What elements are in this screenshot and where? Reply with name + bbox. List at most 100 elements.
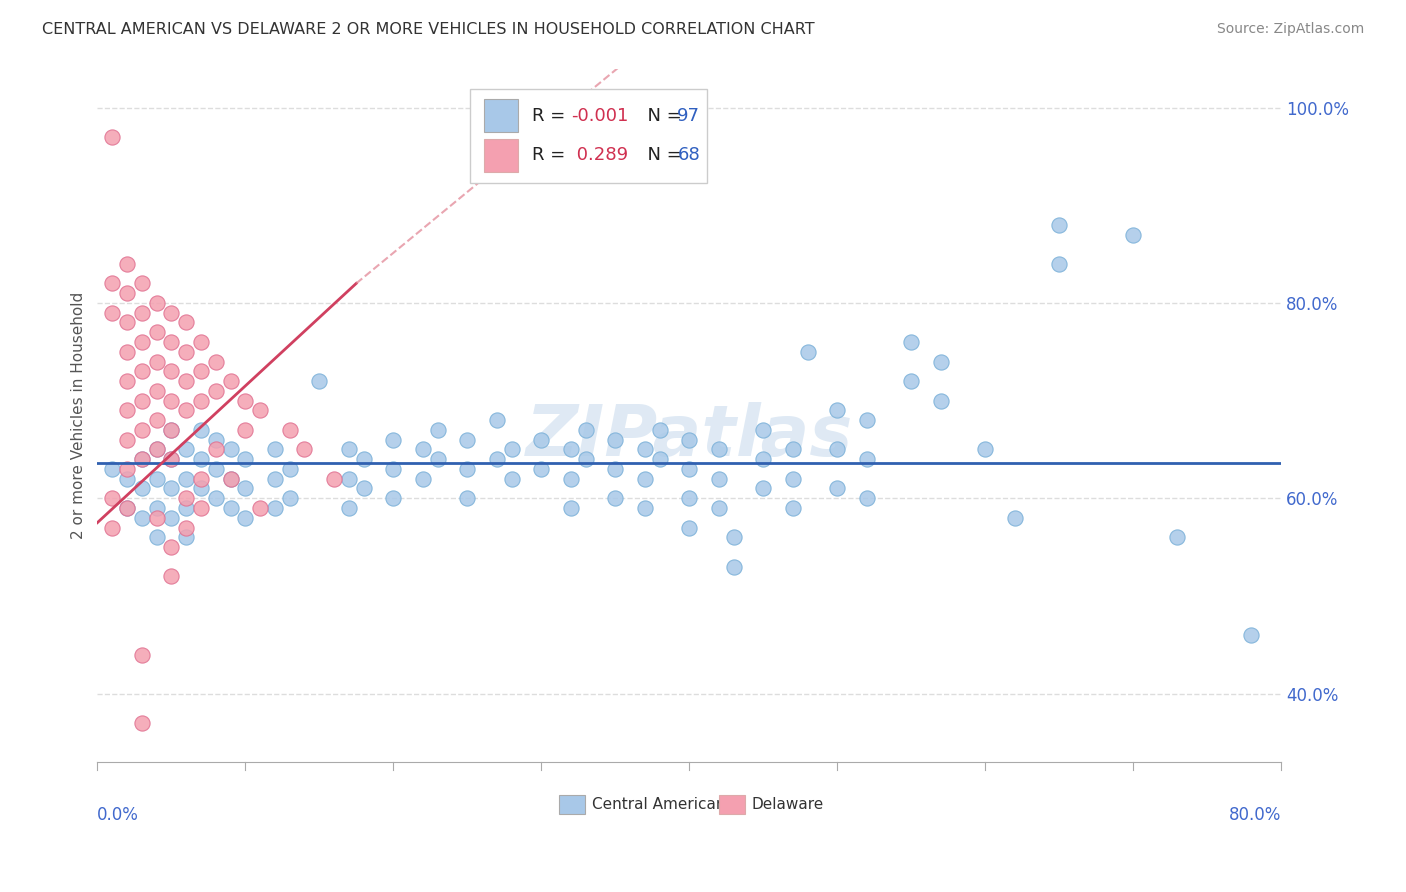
FancyBboxPatch shape — [718, 795, 745, 814]
Point — [131, 482, 153, 496]
Point — [174, 530, 197, 544]
Text: Central Americans: Central Americans — [592, 797, 734, 812]
Point — [145, 530, 167, 544]
Point — [115, 403, 138, 417]
Point — [131, 452, 153, 467]
Point — [412, 472, 434, 486]
Point — [648, 423, 671, 437]
Point — [574, 423, 596, 437]
Point — [560, 442, 582, 457]
Point — [233, 452, 256, 467]
Point — [855, 413, 877, 427]
Point — [782, 472, 804, 486]
Point — [337, 501, 360, 516]
Point — [278, 423, 301, 437]
Point — [233, 510, 256, 524]
Point — [131, 452, 153, 467]
Point — [174, 472, 197, 486]
Point — [278, 462, 301, 476]
Point — [412, 442, 434, 457]
Text: 0.0%: 0.0% — [97, 805, 139, 824]
Point — [160, 569, 183, 583]
Point — [678, 462, 700, 476]
Point — [1047, 257, 1070, 271]
Point — [131, 715, 153, 730]
Point — [219, 501, 242, 516]
Point — [115, 257, 138, 271]
Point — [160, 423, 183, 437]
Point — [353, 482, 375, 496]
Point — [426, 452, 449, 467]
Point — [145, 510, 167, 524]
Point — [382, 462, 405, 476]
Point — [145, 472, 167, 486]
Point — [219, 472, 242, 486]
Point — [204, 462, 226, 476]
Point — [160, 452, 183, 467]
Point — [825, 482, 848, 496]
Point — [190, 334, 212, 349]
Point — [115, 315, 138, 329]
Point — [174, 442, 197, 457]
Point — [825, 442, 848, 457]
Text: R =: R = — [531, 146, 571, 164]
Point — [634, 442, 657, 457]
Point — [115, 462, 138, 476]
Point — [190, 472, 212, 486]
Point — [560, 501, 582, 516]
Point — [752, 452, 775, 467]
Point — [456, 433, 478, 447]
Text: R =: R = — [531, 107, 571, 125]
Point — [1004, 510, 1026, 524]
Point — [264, 472, 287, 486]
Point — [723, 559, 745, 574]
Point — [634, 501, 657, 516]
Point — [101, 520, 124, 534]
FancyBboxPatch shape — [485, 99, 517, 132]
Point — [782, 442, 804, 457]
Point — [752, 482, 775, 496]
Text: CENTRAL AMERICAN VS DELAWARE 2 OR MORE VEHICLES IN HOUSEHOLD CORRELATION CHART: CENTRAL AMERICAN VS DELAWARE 2 OR MORE V… — [42, 22, 815, 37]
Text: 97: 97 — [678, 107, 700, 125]
FancyBboxPatch shape — [560, 795, 585, 814]
Point — [249, 403, 271, 417]
Point — [574, 452, 596, 467]
Text: 80.0%: 80.0% — [1229, 805, 1281, 824]
Point — [308, 374, 330, 388]
Point — [131, 277, 153, 291]
Point — [233, 393, 256, 408]
Point — [501, 472, 523, 486]
Point — [530, 433, 553, 447]
Point — [131, 393, 153, 408]
Point — [174, 315, 197, 329]
Point — [160, 423, 183, 437]
Point — [723, 530, 745, 544]
Point — [145, 501, 167, 516]
Point — [115, 286, 138, 301]
Text: 0.289: 0.289 — [571, 146, 628, 164]
Point — [796, 344, 818, 359]
Point — [707, 442, 730, 457]
Point — [233, 423, 256, 437]
Point — [101, 277, 124, 291]
Point — [1122, 227, 1144, 242]
Point — [501, 442, 523, 457]
Text: 68: 68 — [678, 146, 700, 164]
Point — [485, 413, 508, 427]
Point — [131, 648, 153, 662]
Point — [145, 442, 167, 457]
Point — [131, 334, 153, 349]
Point — [145, 354, 167, 368]
Point — [233, 482, 256, 496]
Point — [929, 354, 952, 368]
FancyBboxPatch shape — [485, 138, 517, 172]
Point — [337, 472, 360, 486]
Point — [678, 520, 700, 534]
Point — [174, 374, 197, 388]
Point — [115, 472, 138, 486]
Point — [160, 364, 183, 378]
Point — [115, 501, 138, 516]
Point — [160, 452, 183, 467]
Point — [204, 433, 226, 447]
Point — [929, 393, 952, 408]
